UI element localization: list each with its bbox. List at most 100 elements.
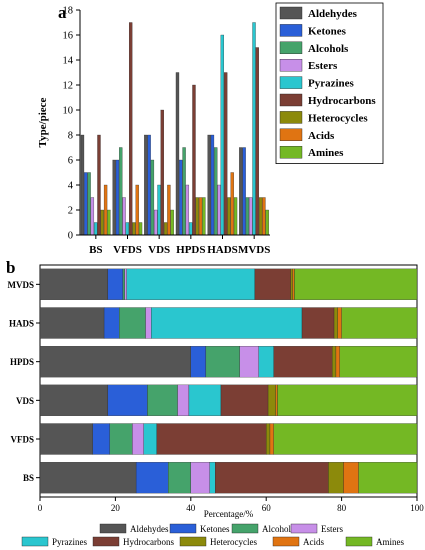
segment-aldehydes-hads [39,307,105,339]
segment-alcohols-hpds [205,346,240,378]
legend-b-label-hydrocarbons: Hydrocarbons [123,537,174,547]
y-tick-label-18: 18 [63,6,74,17]
segment-ketones-vfds [92,423,110,455]
bar-pyrazines-hpds [189,222,193,236]
x-tick-label-hads: HADS [207,244,238,256]
segment-hydrocarbons-bs [215,462,329,494]
y-tick-label-hpds: HPDS [10,357,34,367]
legend-a-label-pyrazines: Pyrazines [308,78,355,90]
bar-heterocycles-bs [100,209,104,236]
segment-pyrazines-vfds [143,423,158,455]
legend-a-swatch-acids [279,128,303,142]
segment-acids-vfds [269,423,274,455]
bar-aldehydes-mvds [239,147,243,236]
segment-amines-vfds [273,423,418,455]
chart-a-legend: Aldehydes Ketones Alcohols Esters Pyrazines H… [275,2,384,165]
y-tick-label-0: 0 [68,231,73,242]
bar-pyrazines-bs [94,222,98,236]
legend-b-label-pyrazines: Pyrazines [52,537,87,547]
segment-ketones-vds [107,384,148,416]
plot-b-frame [39,264,418,498]
segment-acids-hpds [335,346,340,378]
segment-esters-bs [190,462,210,494]
segment-heterocycles-bs [328,462,344,494]
segment-alcohols-bs [168,462,191,494]
segment-amines-vds [277,384,418,416]
x-tick-label-hpds: HPDS [176,244,205,256]
legend-a-label-alcohols: Alcohols [308,43,349,55]
legend-b-swatch-amines [345,536,373,547]
x-tick-label-100: 100 [410,503,424,513]
bar-ketones-vds [147,134,151,236]
segment-esters-mvds [124,268,127,300]
y-tick-label-6: 6 [68,156,73,167]
segment-esters-vds [177,384,190,416]
bar-alcohols-hpds [182,147,186,236]
segment-pyrazines-mvds [126,268,256,300]
segment-heterocycles-hads [333,307,338,339]
legend-b-label-alcohols: Alcohols [262,524,295,534]
x-tick-label-vds: VDS [148,244,170,256]
y-tick-label-2: 2 [68,206,73,217]
bar-acids-bs [103,184,108,236]
bar-amines-hpds [202,197,206,236]
x-tick-label-80: 80 [337,503,347,513]
x-tick-label-20: 20 [111,503,121,513]
segment-alcohols-vfds [109,423,133,455]
segment-heterocycles-hpds [332,346,337,378]
x-tick-label-60: 60 [262,503,272,513]
y-tick-label-bs: BS [23,473,34,483]
segment-aldehydes-vds [39,384,109,416]
bar-heterocycles-vds [163,222,168,236]
x-axis-title: Percentage/% [204,509,254,519]
legend-b-swatch-ketones [169,523,197,534]
legend-a-label-ketones: Ketones [308,25,347,37]
segment-esters-vfds [132,423,144,455]
chart-b-legend: Aldehydes Ketones Alcohols Esters Pyrazines H… [21,523,404,547]
bar-amines-vds [170,209,174,236]
legend-a-swatch-esters [279,59,303,72]
segment-acids-vds [275,384,278,416]
legend-a-swatch-alcohols [279,41,303,54]
bar-alcohols-vfds [119,147,123,236]
bar-acids-mvds [262,197,266,236]
y-tick-label-12: 12 [63,81,74,92]
segment-ketones-hpds [190,346,207,378]
bar-pyrazines-hads [220,34,225,236]
segment-pyrazines-bs [209,462,216,494]
bar-ketones-vfds [115,159,120,236]
x-tick-label-vfds: VFDS [113,244,142,256]
legend-b-swatch-hydrocarbons [92,536,120,547]
segment-ketones-hads [103,307,120,339]
y-tick-label-10: 10 [63,106,74,117]
legend-b-label-heterocycles: Heterocycles [210,537,257,547]
legend-b-label-esters: Esters [321,524,343,534]
segment-aldehydes-bs [39,462,137,494]
bar-esters-bs [90,197,95,236]
y-tick-label-4: 4 [68,181,74,192]
legend-a-swatch-amines [279,145,303,159]
legend-a-label-acids: Acids [308,130,335,142]
bar-heterocycles-hads [227,197,231,236]
legend-b-label-acids: Acids [303,537,324,547]
legend-a-swatch-aldehydes [279,6,303,20]
legend-b-swatch-alcohols [231,523,259,534]
legend-a-swatch-pyrazines [279,76,303,89]
bar-hydrocarbons-bs [97,134,101,236]
segment-esters-hads [145,307,152,339]
bar-heterocycles-hpds [195,197,199,236]
segment-alcohols-hads [119,307,146,339]
y-tick-label-14: 14 [63,56,74,67]
legend-b-label-amines: Amines [376,537,404,547]
bar-hydrocarbons-vfds [128,22,133,236]
legend-b-swatch-acids [272,536,300,547]
bar-hydrocarbons-hpds [192,84,196,236]
segment-hydrocarbons-vfds [156,423,267,455]
bar-acids-hpds [198,197,203,236]
legend-a-label-amines: Amines [308,147,344,159]
legend-b-label-aldehydes: Aldehydes [130,524,169,534]
bar-hydrocarbons-vds [160,109,164,236]
bar-pyrazines-vds [157,184,161,236]
bar-aldehydes-bs [80,134,85,236]
